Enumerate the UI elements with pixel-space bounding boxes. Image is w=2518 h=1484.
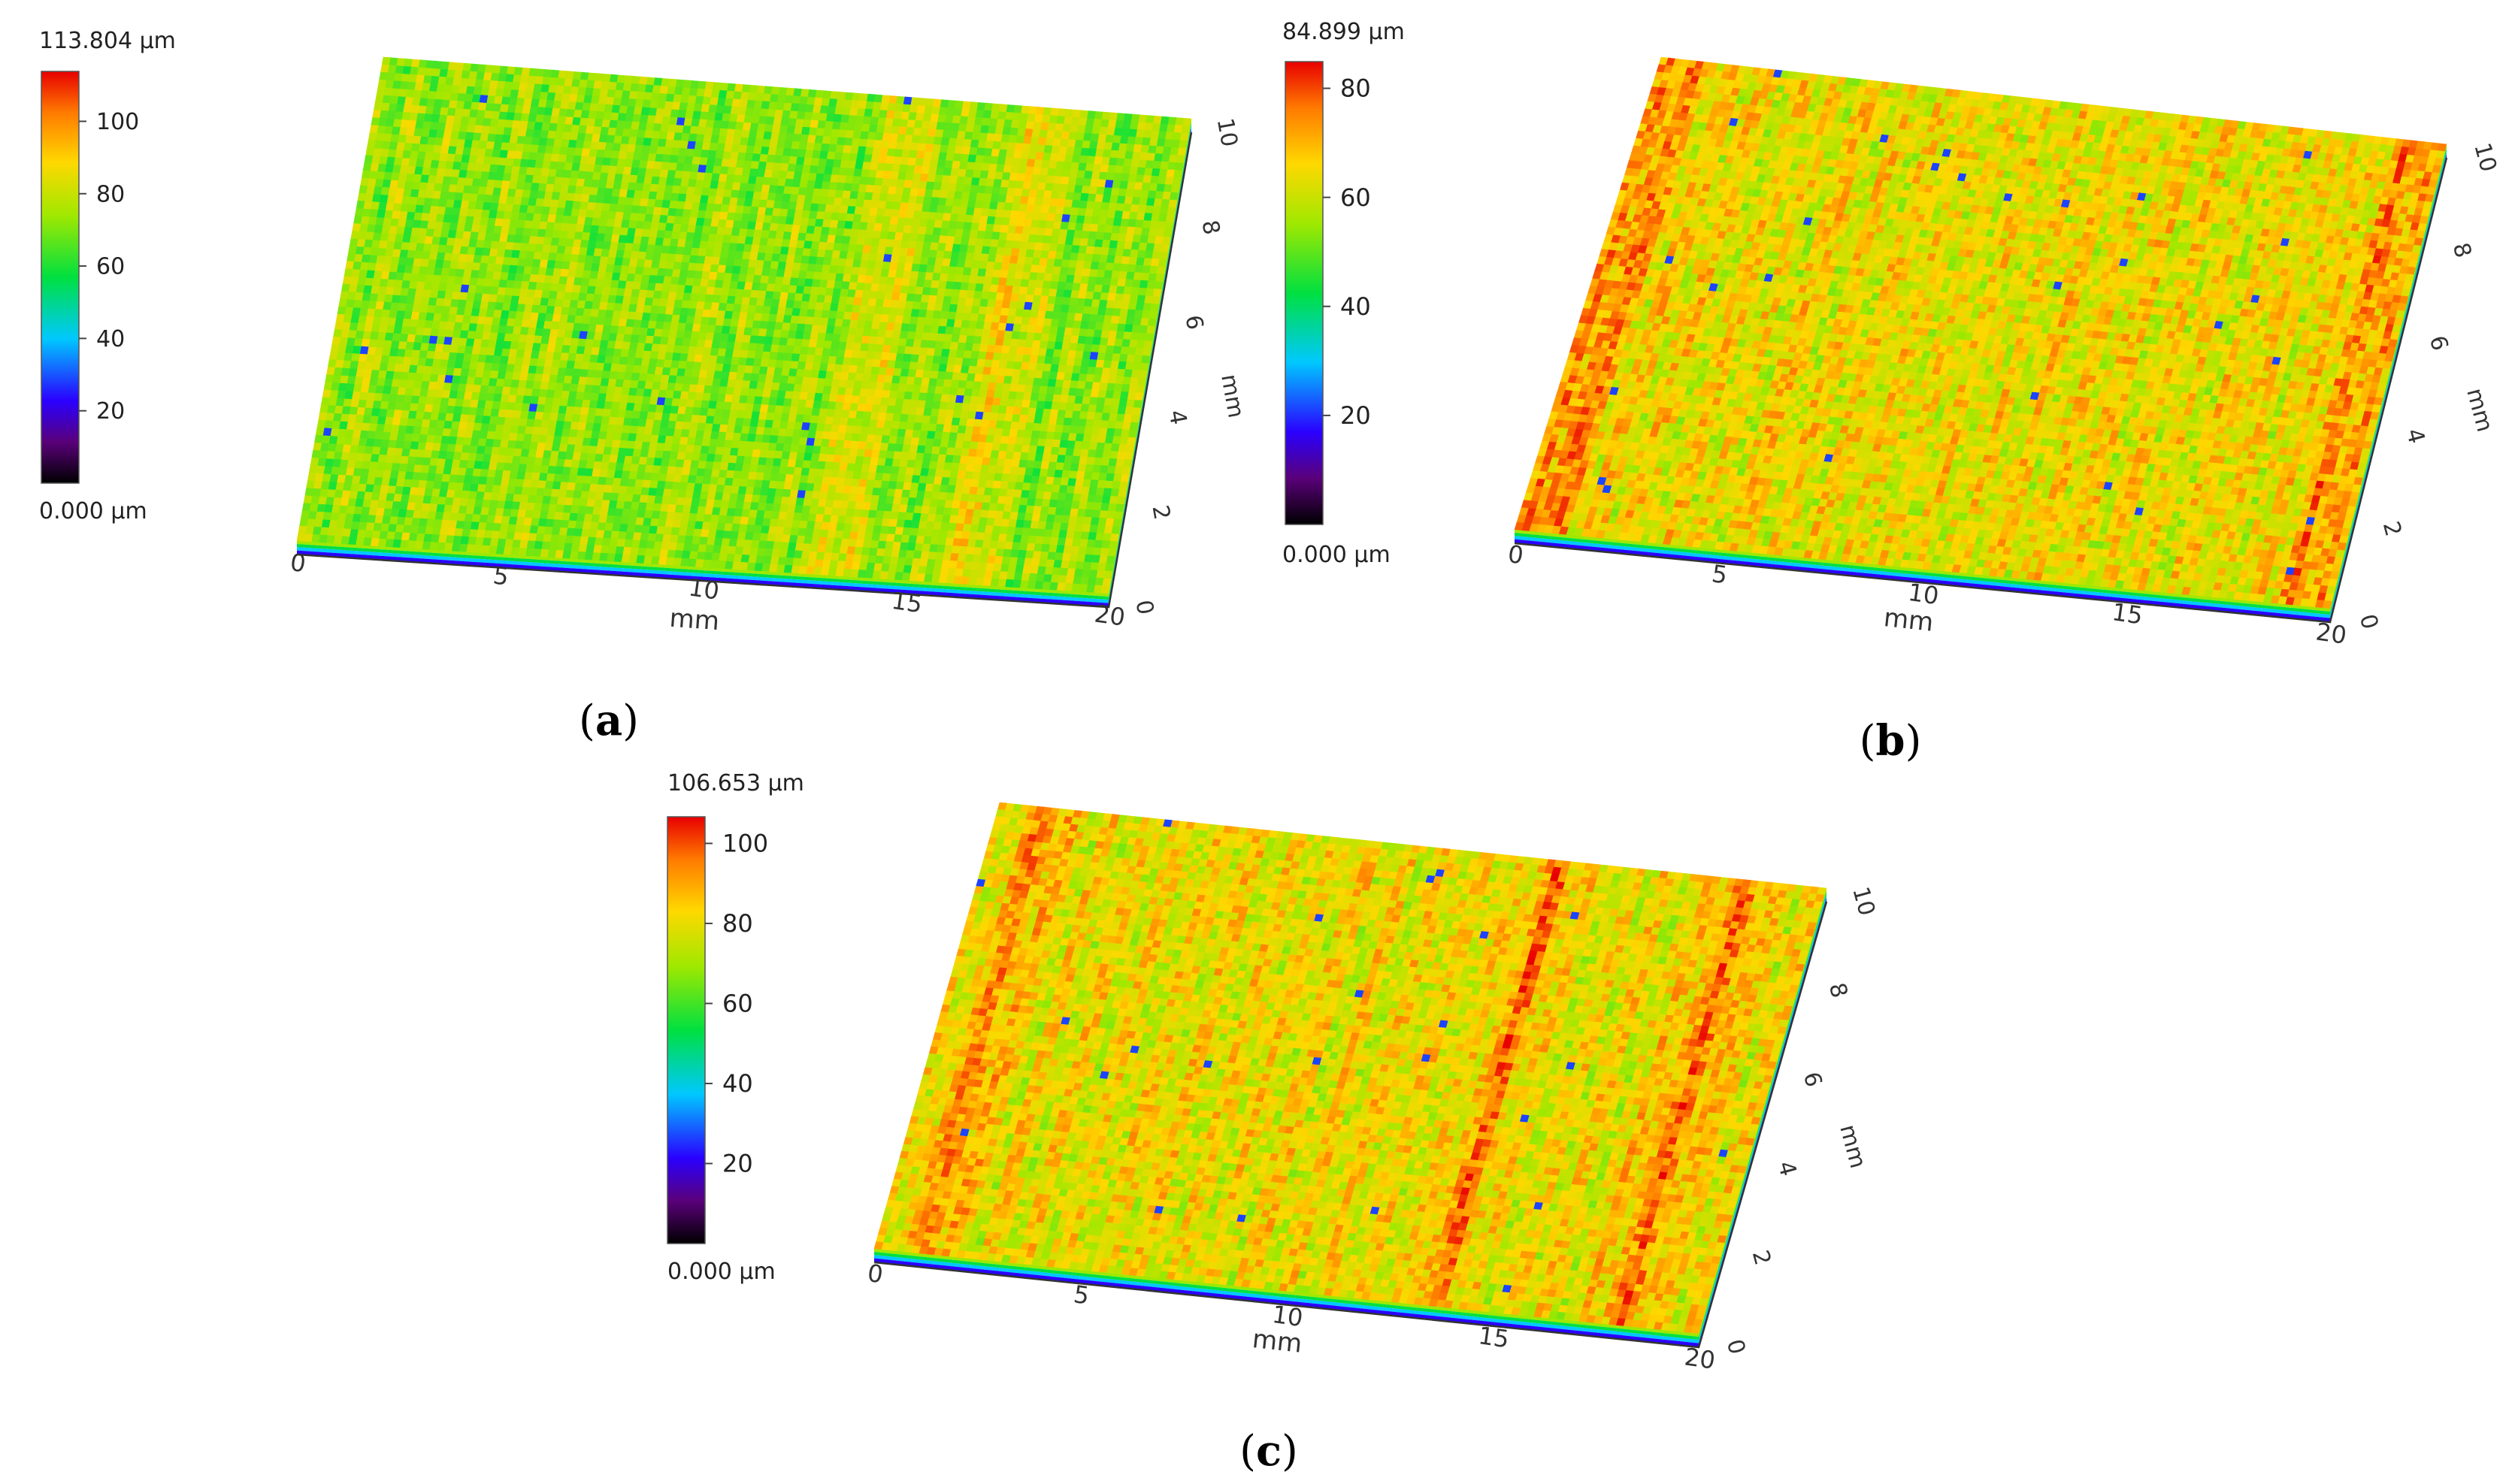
colorbar-tick-label: 60 <box>96 254 125 280</box>
surface-cell <box>1127 437 1136 446</box>
surface-cell <box>1176 155 1185 164</box>
surface-cell <box>1182 117 1192 127</box>
surface-cell <box>1146 325 1156 334</box>
surface-cell <box>329 390 339 399</box>
surface-cell <box>1150 303 1160 313</box>
surface-cell <box>1130 414 1140 424</box>
colorbar-tick-label: 40 <box>96 326 125 352</box>
surface-cell <box>1170 184 1180 194</box>
surface-cell <box>483 362 493 371</box>
surface-cell <box>963 433 973 443</box>
colorbar-ticks: 20 40 60 80 100 <box>79 109 139 425</box>
surface-cell <box>1118 443 1127 453</box>
surface-cell <box>1169 192 1179 201</box>
surface-cell <box>1125 444 1135 453</box>
surface-cell <box>1167 207 1176 216</box>
surface-cell <box>714 408 724 418</box>
surface-cell <box>1168 199 1178 208</box>
colorbar-tick-label: 20 <box>96 398 125 425</box>
surface-cell <box>1178 140 1188 149</box>
surface-cell <box>898 421 908 431</box>
surface-cell <box>1160 243 1170 253</box>
surface-cell <box>1159 251 1169 260</box>
surface-cell <box>804 407 813 416</box>
surface-cell <box>1142 348 1152 357</box>
surface-cell <box>646 411 656 421</box>
surface-cell <box>1163 229 1173 238</box>
surface-cell <box>1136 377 1147 386</box>
surface-cell <box>354 376 364 385</box>
colorbar-min-label: 0.000 μm <box>39 498 147 524</box>
surface-cell <box>1143 340 1153 349</box>
surface-cell <box>1172 177 1182 186</box>
surface-cell <box>1173 170 1183 179</box>
colorbar-max-label: 113.804 μm <box>39 28 176 54</box>
surface-cell <box>345 383 356 392</box>
surface-cell <box>530 396 540 405</box>
surface-cell <box>1129 422 1139 431</box>
surface-cell <box>1139 362 1149 372</box>
surface-cell <box>1141 355 1151 364</box>
surface-cell <box>1179 132 1189 141</box>
surface-cell <box>1155 274 1165 283</box>
surface-cell <box>1082 434 1092 443</box>
surface-cell <box>1181 125 1191 134</box>
surface-cell <box>377 370 388 379</box>
colorbar <box>41 71 80 484</box>
surface-cell <box>1147 318 1157 327</box>
surface-cell <box>1151 295 1161 305</box>
surface-cell <box>1161 236 1171 246</box>
surface-cell <box>1149 310 1158 319</box>
surface-cell <box>1127 429 1138 438</box>
surface-cell <box>952 410 962 419</box>
surface-cell <box>1154 281 1164 290</box>
surface-cell <box>583 391 592 401</box>
surface-cell <box>1138 370 1148 379</box>
colorbar-tick-label: 100 <box>96 109 139 135</box>
surface-cell <box>1164 222 1174 231</box>
colorbar-tick-label: 80 <box>96 181 125 207</box>
surface-cell <box>1158 258 1167 267</box>
surface-cell <box>1177 147 1187 156</box>
surface-cell <box>1174 162 1185 171</box>
surface-cell <box>809 377 819 386</box>
surface-map <box>296 56 1192 594</box>
surface-cell <box>1152 289 1162 298</box>
surface-cell <box>1165 214 1176 223</box>
surface-cell <box>801 422 811 431</box>
surface-cell <box>1032 422 1042 432</box>
surface-cell <box>1156 266 1166 275</box>
surface-cell <box>408 364 419 374</box>
surface-cell <box>1133 400 1143 409</box>
surface-cell <box>665 390 675 399</box>
surface-cell <box>1145 333 1155 342</box>
surface-cell <box>461 407 471 416</box>
surface-cell <box>1134 392 1144 401</box>
surface-cell <box>1132 407 1142 416</box>
surface-cell <box>1136 385 1146 394</box>
surface-cell <box>807 392 816 401</box>
surface-cell <box>492 400 501 410</box>
